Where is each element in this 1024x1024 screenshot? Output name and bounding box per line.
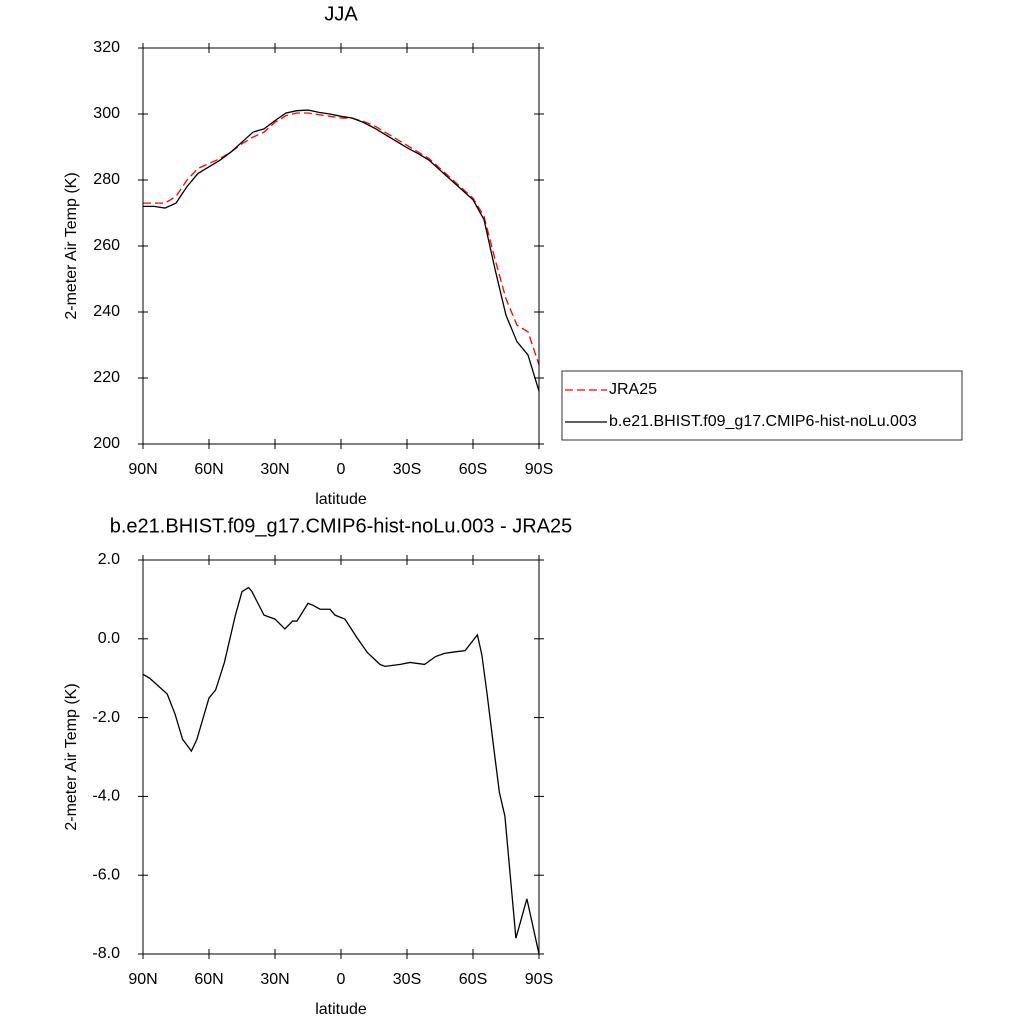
y-tick-label: 320: [93, 39, 120, 56]
x-tick-label: 60S: [459, 461, 487, 478]
y-tick-label: 200: [93, 435, 120, 452]
y-tick-label: 2.0: [98, 551, 120, 568]
legend-label: b.e21.BHIST.f09_g17.CMIP6-hist-noLu.003: [609, 413, 917, 430]
series-line: [143, 112, 540, 366]
x-tick-label: 30N: [260, 461, 289, 478]
chart-title: JJA: [324, 3, 358, 25]
x-tick-label: 30N: [260, 971, 289, 988]
series-line: [142, 586, 540, 955]
y-axis-label: 2-meter Air Temp (K): [63, 683, 80, 830]
chart-title: b.e21.BHIST.f09_g17.CMIP6-hist-noLu.003 …: [110, 515, 572, 537]
x-tick-label: 90N: [128, 971, 157, 988]
series-line: [143, 109, 540, 392]
x-tick-label: 90S: [525, 971, 553, 988]
plot-frame: [142, 559, 540, 955]
y-tick-label: 300: [93, 105, 120, 122]
y-tick-label: -8.0: [92, 945, 120, 962]
y-tick-label: 0.0: [98, 630, 120, 647]
y-axis-label: 2-meter Air Temp (K): [63, 172, 80, 319]
y-tick-label: 220: [93, 369, 120, 386]
y-tick-label: 260: [93, 237, 120, 254]
y-tick-label: -4.0: [92, 788, 120, 805]
y-tick-label: 280: [93, 171, 120, 188]
x-tick-label: 60S: [459, 971, 487, 988]
x-axis-label: latitude: [315, 491, 367, 508]
y-tick-label: -2.0: [92, 709, 120, 726]
x-tick-label: 30S: [393, 461, 421, 478]
x-tick-label: 90S: [525, 461, 553, 478]
legend-box: [561, 370, 963, 441]
x-tick-label: 90N: [128, 461, 157, 478]
y-tick-label: 240: [93, 303, 120, 320]
x-tick-label: 0: [337, 461, 346, 478]
plot-frame: [142, 47, 540, 445]
legend-label: JRA25: [609, 381, 657, 398]
x-tick-label: 30S: [393, 971, 421, 988]
x-tick-label: 60N: [194, 971, 223, 988]
x-tick-label: 0: [337, 971, 346, 988]
x-tick-label: 60N: [194, 461, 223, 478]
x-axis-label: latitude: [315, 1001, 367, 1018]
y-tick-label: -6.0: [92, 866, 120, 883]
